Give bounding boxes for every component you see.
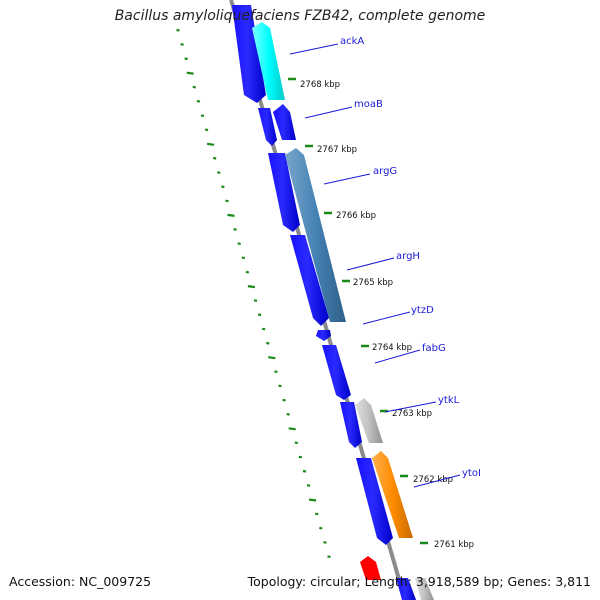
scale-dot: [308, 498, 317, 502]
leader-line: [304, 106, 353, 119]
gene-leader-lines: [289, 43, 461, 488]
scale-dot: [241, 256, 245, 260]
scale-dot: [262, 327, 266, 331]
gene-label-argH: argH: [396, 251, 420, 262]
kbp-label: 2768 kbp: [300, 80, 340, 90]
gene-label-ackA: ackA: [340, 36, 364, 47]
cds-ytoI: [372, 451, 413, 538]
scale-dot: [266, 341, 270, 345]
scale-dot: [315, 512, 319, 516]
kbp-labels: 2768 kbp 2767 kbp 2766 kbp 2765 kbp 2764…: [300, 80, 474, 550]
leader-line: [374, 349, 421, 364]
scale-dot: [302, 469, 307, 473]
cds-arrow: [290, 235, 329, 326]
cds-arrow: [356, 458, 393, 545]
kbp-ticks: [288, 77, 428, 545]
cds-ytkL: [355, 398, 383, 443]
leader-line: [413, 474, 461, 488]
scale-dot: [306, 484, 311, 487]
scale-dot: [233, 228, 237, 231]
cds-ackA: [252, 22, 285, 100]
scale-dot: [282, 398, 286, 402]
cds-arrow: [258, 108, 277, 146]
scale-dot: [184, 57, 188, 61]
kbp-label: 2761 kbp: [434, 540, 474, 550]
scale-dot: [298, 455, 303, 459]
kbp-label: 2765 kbp: [353, 278, 393, 288]
scale-dot: [327, 555, 331, 558]
scale-dot: [323, 541, 327, 544]
cds-argG-argH: [285, 148, 346, 322]
cds-moaB: [273, 104, 296, 140]
cds-arrow: [396, 578, 416, 600]
cds-arrow: [322, 345, 351, 400]
gene-label-moaB: moaB: [354, 99, 383, 110]
scale-dot: [206, 142, 215, 146]
scale-dots: [176, 28, 331, 558]
gene-label-argG: argG: [373, 166, 397, 177]
kbp-label: 2767 kbp: [317, 145, 357, 155]
leader-line: [346, 257, 395, 271]
cds-arrow: [316, 330, 331, 341]
kbp-label: 2764 kbp: [372, 343, 412, 353]
scale-dot: [192, 85, 196, 89]
scale-dot: [319, 526, 323, 530]
scale-dot: [227, 213, 235, 217]
scale-dot: [180, 43, 184, 46]
scale-dot: [204, 128, 209, 132]
scale-dot: [286, 413, 290, 416]
reverse-strand-features: [232, 5, 416, 600]
scale-dot: [225, 199, 229, 203]
cds-arrow: [340, 402, 362, 448]
scale-dot: [245, 270, 250, 274]
cds-arrow: [232, 5, 266, 103]
scale-dot: [217, 171, 221, 174]
scale-dot: [294, 441, 298, 445]
scale-dot: [253, 299, 258, 302]
scale-dot: [247, 285, 256, 289]
gene-label-fabG: fabG: [422, 343, 446, 354]
leader-line: [323, 173, 371, 185]
cds-red-feature: [360, 556, 381, 580]
scale-dot: [257, 313, 262, 317]
leader-line: [289, 43, 339, 55]
scale-dot: [278, 384, 282, 388]
scale-dot: [176, 28, 180, 32]
accession-text: Accession: NC_009725: [9, 574, 152, 589]
leader-line: [384, 401, 437, 413]
scale-dot: [221, 185, 225, 189]
kbp-label: 2763 kbp: [392, 409, 432, 419]
scale-dot: [274, 370, 278, 373]
scale-dot: [213, 156, 217, 160]
gene-label-ytkL: ytkL: [438, 395, 460, 406]
leader-line: [362, 311, 411, 325]
kbp-label: 2762 kbp: [413, 475, 453, 485]
gene-labels: ackA moaB argG argH ytzD fabG ytkL ytoI: [340, 36, 481, 479]
gene-label-ytzD: ytzD: [411, 305, 434, 316]
scale-dot: [196, 100, 201, 103]
cds-arrow: [268, 153, 300, 232]
genome-summary-text: Topology: circular; Length: 3,918,589 bp…: [247, 574, 591, 589]
scale-dot: [268, 356, 276, 360]
map-title: Bacillus amyloliquefaciens FZB42, comple…: [114, 8, 486, 24]
gene-label-ytoI: ytoI: [462, 468, 481, 479]
cds-silver-partial: [415, 578, 434, 600]
scale-dot: [237, 242, 241, 245]
kbp-label: 2766 kbp: [336, 211, 376, 221]
scale-dot: [200, 114, 205, 117]
scale-dot: [186, 71, 194, 75]
forward-strand-features: [252, 22, 434, 600]
scale-dot: [288, 427, 296, 431]
